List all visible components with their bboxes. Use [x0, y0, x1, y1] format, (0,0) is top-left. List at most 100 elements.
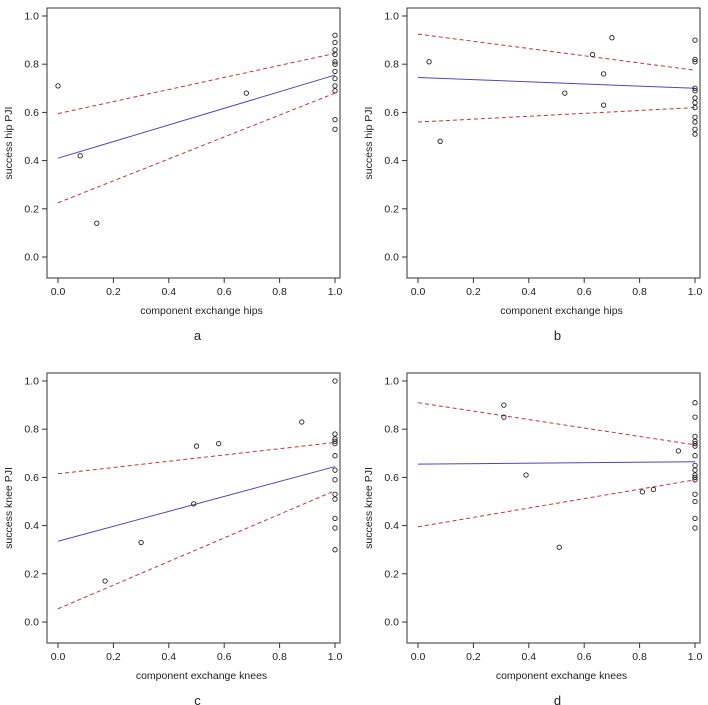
data-point	[102, 578, 108, 584]
data-point	[332, 47, 338, 53]
data-point	[501, 402, 507, 408]
x-tick-label: 0.8	[632, 651, 647, 663]
data-point	[332, 68, 338, 75]
data-point	[692, 441, 698, 447]
data-point	[332, 453, 338, 459]
panel-letter: a	[194, 328, 202, 343]
data-point	[332, 438, 338, 444]
y-tick-label: 0.6	[384, 107, 399, 119]
data-point	[692, 477, 698, 483]
x-tick-label: 0.6	[217, 286, 232, 298]
x-tick-label: 0.4	[521, 286, 536, 298]
y-tick-label: 0.4	[24, 155, 39, 167]
data-point	[692, 525, 698, 531]
ci-lower-line	[417, 107, 696, 123]
data-point	[692, 498, 698, 505]
data-point	[556, 544, 562, 550]
ci-upper-line	[417, 402, 696, 446]
data-point	[332, 126, 338, 132]
data-point	[332, 61, 338, 67]
data-point	[437, 138, 443, 144]
data-point	[692, 400, 698, 406]
data-point	[692, 59, 698, 65]
y-tick-label: 0.8	[24, 424, 39, 436]
ci-upper-line	[57, 52, 336, 115]
data-point	[138, 539, 144, 546]
y-tick-label: 0.0	[384, 252, 399, 264]
chart-panel-c: 0.0 0.2 0.4 0.6 0.8 1.0 0.0 0.2 0.4 0.6 0.8 1.0 comp…	[3, 372, 342, 705]
fit-line	[57, 74, 336, 159]
data-point	[191, 501, 197, 507]
y-tick-label: 0.2	[384, 568, 399, 580]
y-tick-label: 0.6	[24, 107, 39, 119]
data-point	[94, 220, 100, 226]
x-tick-label: 0.8	[272, 651, 287, 663]
data-point	[332, 496, 338, 502]
y-tick-label: 0.4	[24, 520, 39, 532]
chart-panel-d: 0.0 0.2 0.4 0.6 0.8 1.0 0.0 0.2 0.4 0.6 0.8 1.0 comp…	[363, 372, 703, 705]
plot-frame	[406, 372, 701, 644]
y-tick-label: 0.0	[384, 617, 399, 629]
data-point	[193, 443, 200, 449]
data-point	[692, 119, 698, 125]
y-axis-label: success hip PJI	[363, 107, 375, 180]
data-point	[609, 35, 615, 41]
data-point	[692, 491, 698, 497]
y-tick-label: 1.0	[384, 376, 399, 388]
y-tick-label: 0.8	[384, 424, 399, 436]
x-tick-label: 0.2	[466, 651, 481, 663]
data-point	[332, 32, 338, 38]
data-point	[692, 56, 698, 63]
x-tick-label: 0.6	[217, 651, 232, 663]
data-point	[675, 448, 682, 454]
fit-line	[417, 461, 696, 465]
ci-lower-line	[57, 92, 336, 204]
data-point	[692, 515, 698, 522]
x-tick-label: 0.6	[577, 651, 592, 663]
x-tick-label: 1.0	[688, 651, 703, 663]
data-point	[692, 100, 698, 106]
x-axis-label: component exchange knees	[136, 670, 267, 682]
x-axis-label: component exchange knees	[496, 670, 627, 682]
data-point	[692, 95, 698, 101]
data-point	[692, 467, 698, 473]
data-point	[299, 419, 305, 425]
x-tick-label: 0.0	[411, 286, 426, 298]
ci-upper-line	[57, 441, 336, 475]
data-point	[589, 51, 596, 58]
x-axis-label: component exchange hips	[500, 305, 623, 317]
x-tick-label: 0.8	[272, 286, 287, 298]
data-point	[692, 114, 698, 120]
x-tick-label: 0.8	[632, 286, 647, 298]
plot-frame	[406, 7, 701, 279]
x-tick-label: 0.0	[411, 651, 426, 663]
data-point	[692, 126, 698, 132]
fit-line	[417, 76, 696, 89]
x-axis-label: component exchange hips	[140, 305, 263, 317]
y-tick-label: 1.0	[24, 11, 39, 23]
data-point	[332, 76, 338, 82]
data-point	[692, 433, 698, 440]
x-tick-label: 0.4	[161, 651, 176, 663]
x-tick-label: 0.0	[51, 286, 66, 298]
y-tick-label: 0.6	[24, 472, 39, 484]
y-tick-label: 0.4	[384, 155, 399, 167]
data-point	[332, 51, 338, 58]
data-point	[243, 90, 250, 96]
data-point	[523, 472, 529, 478]
data-point	[692, 131, 698, 137]
x-tick-label: 1.0	[328, 286, 343, 298]
data-point	[77, 153, 83, 159]
data-point	[600, 102, 607, 108]
data-point	[332, 88, 338, 94]
y-tick-label: 0.8	[384, 59, 399, 71]
y-tick-label: 0.2	[24, 203, 39, 215]
data-point	[332, 491, 338, 497]
data-point	[692, 85, 698, 91]
data-point	[692, 37, 698, 43]
ci-upper-line	[417, 33, 696, 71]
data-point	[692, 88, 698, 94]
data-point	[692, 104, 698, 111]
data-point	[426, 59, 432, 65]
data-point	[562, 90, 568, 96]
